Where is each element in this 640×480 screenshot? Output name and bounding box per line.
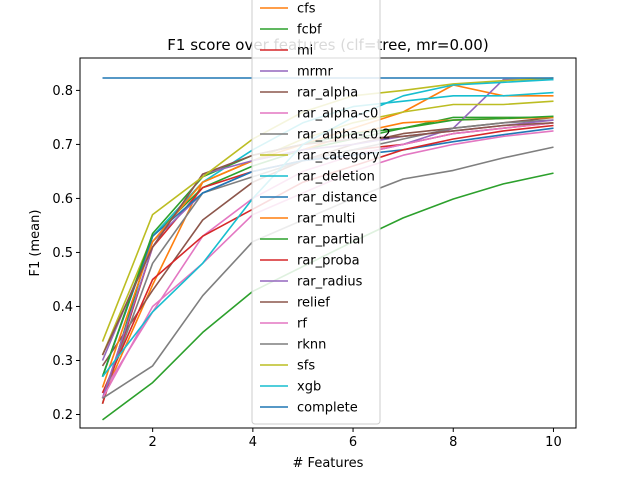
legend-label-rar_category: rar_category [297, 149, 380, 164]
y-tick-label: 0.2 [52, 408, 73, 423]
legend-label-complete: complete [297, 401, 358, 416]
legend-label-rar_partial: rar_partial [297, 233, 364, 248]
legend-label-rar_radius: rar_radius [297, 275, 363, 290]
legend-label-rar_multi: rar_multi [297, 212, 355, 227]
legend-box [251, 0, 381, 425]
x-axis-label: # Features [293, 456, 364, 471]
x-tick-label: 10 [545, 435, 562, 450]
y-tick-label: 0.3 [52, 354, 73, 369]
y-tick-label: 0.8 [52, 84, 73, 99]
legend-label-rar_distance: rar_distance [297, 191, 377, 206]
legend-label-fcbf: fcbf [297, 23, 322, 38]
x-tick-label: 6 [349, 435, 357, 450]
y-tick-label: 0.5 [52, 246, 73, 261]
legend-label-rf: rf [297, 317, 307, 332]
legend-label-cfs: cfs [297, 2, 316, 17]
legend-label-sfs: sfs [297, 359, 315, 374]
legend-label-relief: relief [297, 296, 330, 311]
legend-label-mrmr: mrmr [297, 65, 333, 80]
legend-label-rar_alpha-c0: rar_alpha-c0 [297, 107, 378, 122]
legend-label-rknn: rknn [297, 338, 326, 353]
y-tick-label: 0.4 [52, 300, 73, 315]
axes-ticks: 2 4 6 8 10 0.2 0.3 0.4 0.5 0.6 0.7 0.8 [52, 84, 561, 450]
y-tick-label: 0.6 [52, 192, 73, 207]
x-tick-label: 4 [249, 435, 257, 450]
legend: cfs fcbf mi mrmr rar_alpha rar_alpha-c0 rar_al… [251, 0, 391, 425]
legend-label-mi: mi [297, 44, 313, 59]
x-tick-label: 8 [449, 435, 457, 450]
legend-label-rar_alpha: rar_alpha [297, 86, 358, 101]
legend-label-rar_alpha-c0.2: rar_alpha-c0.2 [297, 128, 391, 143]
x-tick-label: 2 [149, 435, 157, 450]
legend-label-rar_proba: rar_proba [297, 254, 360, 269]
y-tick-label: 0.7 [52, 138, 73, 153]
legend-label-xgb: xgb [297, 380, 321, 395]
legend-label-rar_deletion: rar_deletion [297, 170, 375, 185]
y-axis-label: F1 (mean) [28, 210, 43, 277]
